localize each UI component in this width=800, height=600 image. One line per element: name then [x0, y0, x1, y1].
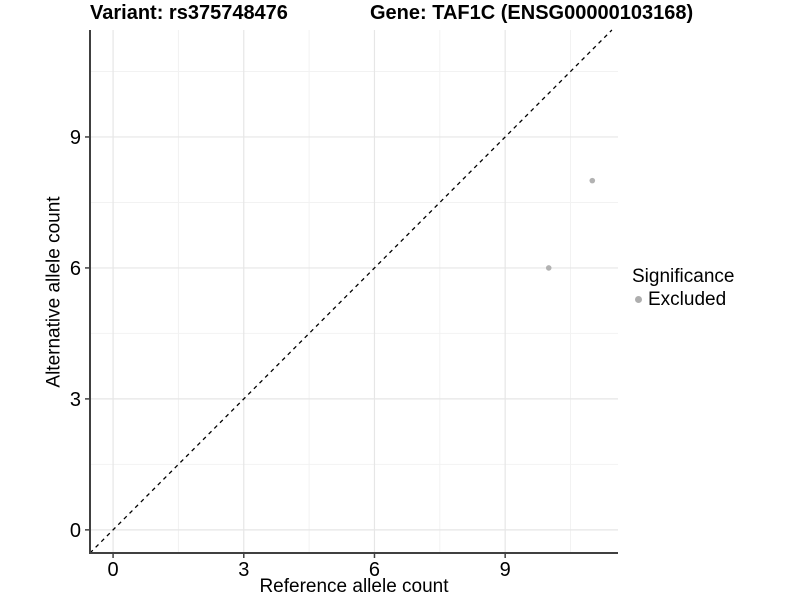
legend: Significance Excluded: [632, 265, 734, 311]
identity-line: [89, 29, 613, 554]
y-axis-title: Alternative allele count: [44, 195, 66, 388]
legend-title: Significance: [632, 266, 735, 287]
x-axis-title: Reference allele count: [259, 576, 449, 597]
data-point: [545, 265, 552, 271]
y-tick-label: 0: [70, 520, 81, 542]
legend-entry-label: Excluded: [648, 289, 727, 310]
data-point: [589, 177, 596, 184]
x-tick-label: 9: [500, 559, 511, 581]
y-tick-label: 3: [70, 389, 81, 411]
legend-entry-excluded: Excluded: [632, 288, 734, 311]
x-tick-label: 0: [108, 559, 119, 581]
y-tick-label: 6: [70, 258, 81, 280]
legend-point-icon: [635, 296, 642, 303]
x-tick-label: 6: [369, 559, 380, 581]
x-tick-label: 3: [238, 559, 249, 581]
plot-title-gene: Gene: TAF1C (ENSG00000103168): [370, 2, 694, 24]
plot-title-variant: Variant: rs375748476: [90, 2, 288, 24]
y-axis-title-box: Alternative allele count: [42, 30, 68, 553]
y-tick-label: 9: [70, 127, 81, 149]
